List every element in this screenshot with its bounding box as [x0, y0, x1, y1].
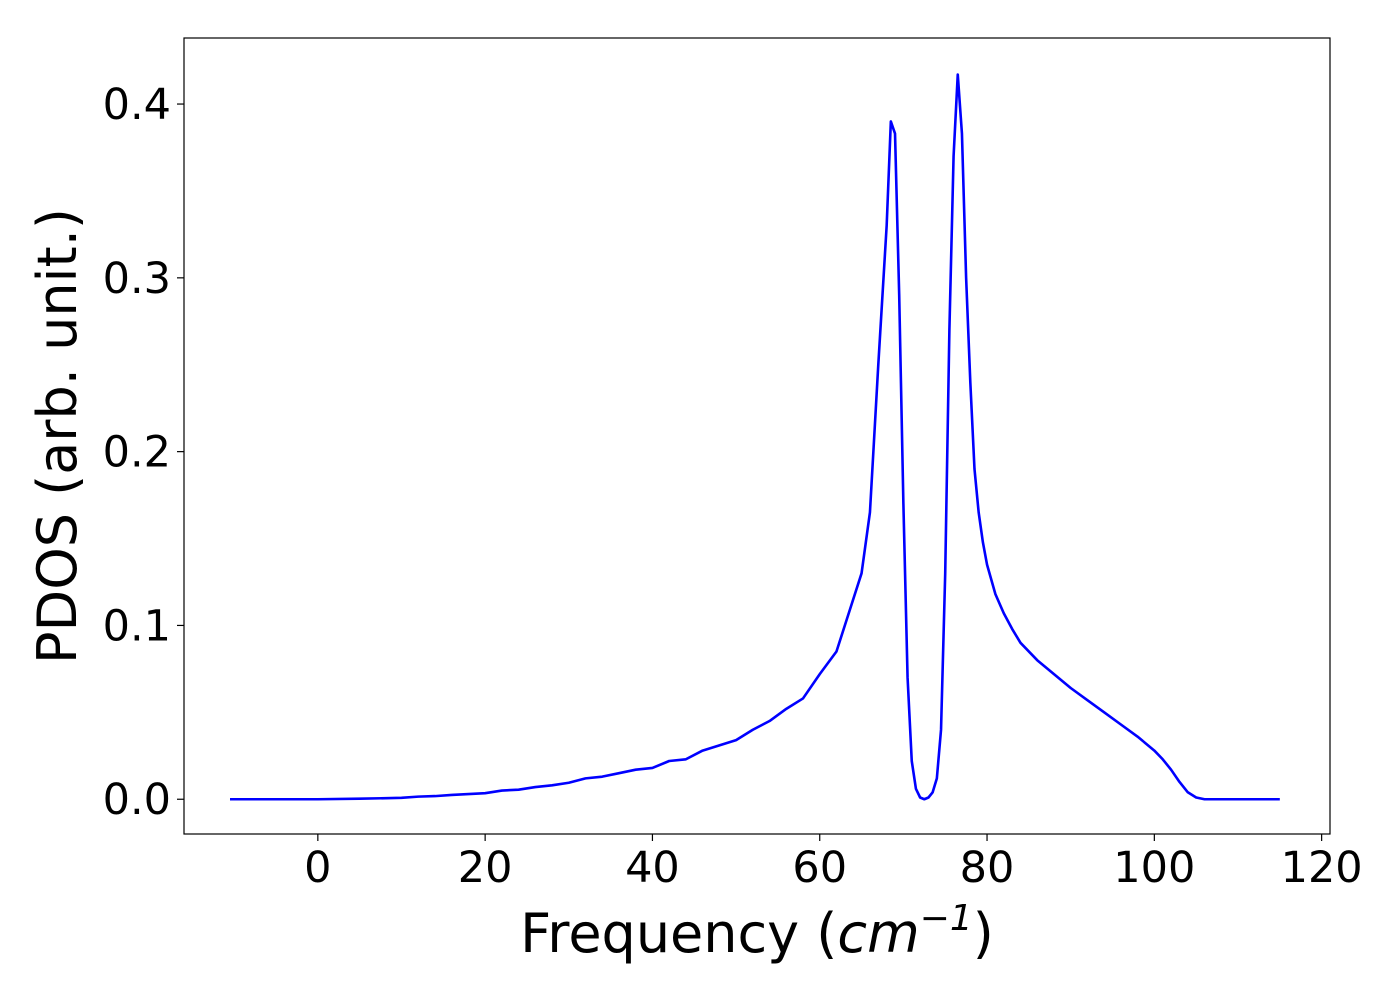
x-tick-label: 100	[1113, 843, 1195, 893]
data-layer	[230, 73, 1280, 801]
y-tick-label: 0.4	[103, 80, 171, 130]
y-tick-label: 0.2	[103, 428, 171, 478]
y-tick-label: 0.3	[103, 254, 171, 304]
x-tick-label: 80	[960, 843, 1015, 893]
y-tick-label: 0.1	[103, 601, 171, 651]
y-axis-label: PDOS (arb. unit.)	[26, 208, 89, 664]
x-axis-label: Frequency (cm−1)	[520, 898, 994, 965]
pdos-series-line-0	[230, 73, 1280, 801]
x-tick-label: 60	[792, 843, 847, 893]
plot-background	[184, 38, 1330, 834]
x-tick-label: 0	[304, 843, 331, 893]
x-axis-label-text: Frequency	[520, 902, 799, 965]
x-tick-label: 40	[625, 843, 680, 893]
y-axis-ticks: 0.0 0.1 0.2 0.3 0.4	[103, 80, 184, 825]
x-axis-unit-base: cm	[837, 902, 919, 965]
x-axis-ticks: 0 20 40 60 80 100 120	[304, 834, 1363, 893]
y-tick-label: 0.0	[103, 775, 171, 825]
x-tick-label: 20	[458, 843, 513, 893]
x-tick-label: 120	[1281, 843, 1363, 893]
x-axis-unit-exp: −1	[920, 898, 973, 939]
plot-frame	[183, 37, 1331, 835]
